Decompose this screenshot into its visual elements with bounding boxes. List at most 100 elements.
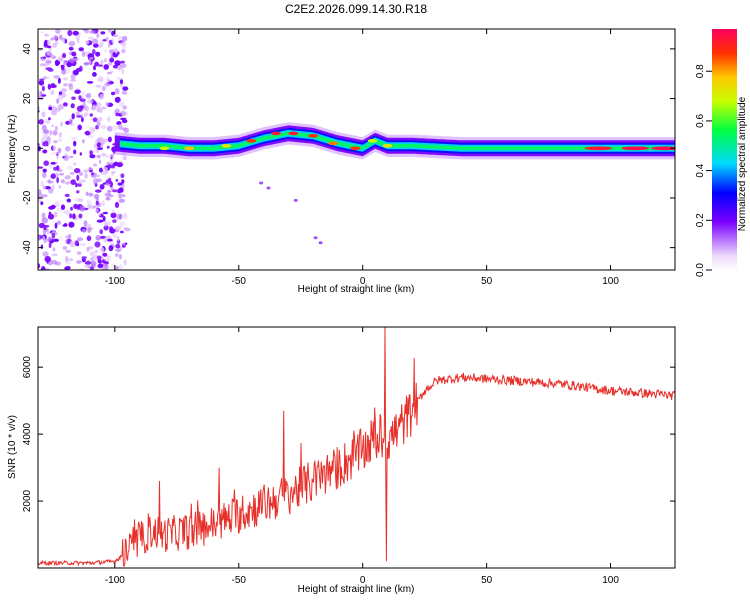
noise-blob [57,137,63,143]
noise-blob [57,57,64,62]
ridge-band-layer [119,129,675,152]
noise-blob [120,110,127,117]
noise-blob [65,250,71,253]
noise-blob [86,204,94,209]
noise-blob [84,40,90,45]
noise-blob [42,149,48,154]
noise-blob [123,212,128,220]
noise-blob [121,68,125,75]
noise-blob [81,256,87,259]
noise-blob [41,94,47,97]
noise-blob [67,29,73,37]
colorbar-tick-label: 0.6 [695,114,706,128]
noise-blob [40,201,44,206]
noise-blob [48,188,54,194]
noise-blob [46,45,52,49]
noise-blob [98,76,104,83]
noise-blob [117,264,124,270]
noise-blob [115,253,119,257]
noise-blob [92,117,98,122]
noise-blob [103,48,107,53]
noise-blob [114,88,120,95]
noise-blob [81,117,84,123]
x-tick-label: 50 [481,276,493,287]
noise-blob [42,229,47,235]
noise-blob [97,102,102,107]
snr-y-label: SNR (10 * v/v) [7,415,18,479]
noise-blob [73,149,77,155]
noise-blob [118,193,123,199]
noise-blob [92,104,96,110]
noise-blob [55,29,61,34]
noise-blob [101,170,108,176]
noise-blob [111,209,115,214]
noise-blob [79,205,86,212]
noise-blob [74,89,81,94]
noise-blob [81,50,86,58]
noise-blob [69,258,74,261]
noise-blob [48,117,51,121]
noise-blob [41,85,45,92]
snr-x-label: Height of straight line (km) [298,584,415,595]
noise-blob [65,256,69,263]
colorbar-tick-label: 0.0 [695,263,706,277]
noise-blob [56,165,60,171]
noise-blob [82,139,85,144]
noise-blob [85,94,91,97]
noise-blob [96,255,102,260]
noise-blob [113,167,117,170]
noise-blob [73,203,78,209]
noise-blob [75,111,80,116]
noise-blob [81,228,86,233]
noise-blob [101,266,106,270]
noise-blob [53,140,58,144]
noise-blob [39,78,45,81]
noise-blob [88,127,96,133]
spectrogram-x-axis: -100 -50 0 50 100 [105,29,619,287]
noise-blob [61,65,65,71]
noise-blob [85,191,89,197]
noise-blob [122,86,129,91]
noise-blob [121,242,126,246]
noise-blob [99,93,105,101]
ridge-band-layer [119,131,675,150]
noise-blob [62,77,68,81]
noise-blob [73,58,80,62]
noise-blob [119,230,124,234]
noise-blob [89,154,96,159]
noise-blob [68,46,74,51]
noise-blob [95,208,99,213]
noise-blob [64,261,72,265]
noise-blob [66,166,74,170]
ridge-peak [246,139,257,143]
noise-blob [87,134,95,139]
x-tick-label: 100 [602,276,619,287]
noise-blob [95,84,102,88]
noise-blob [76,260,82,264]
noise-blob [76,174,80,181]
noise-blob [40,57,46,62]
scatter-point [266,186,271,190]
noise-blob [120,41,127,46]
spectrogram-frame [37,28,676,271]
noise-blob [107,29,112,33]
noise-blob [102,39,107,42]
noise-blob [93,65,96,71]
noise-blob [91,172,95,176]
noise-blob [51,260,58,265]
ridge-peak [367,139,378,143]
noise-blob [53,211,58,218]
y-tick-label: 6000 [22,356,33,379]
scatter-point [259,181,264,185]
noise-blob [98,116,103,121]
noise-blob [78,47,84,52]
noise-blob [101,166,109,171]
noise-blob [88,192,94,197]
noise-blob [76,237,84,242]
noise-blob [112,219,117,223]
noise-blob [94,241,101,248]
noise-blob [79,105,84,109]
noise-blob [96,33,100,39]
noise-blob [42,172,47,179]
noise-blob [40,244,44,250]
